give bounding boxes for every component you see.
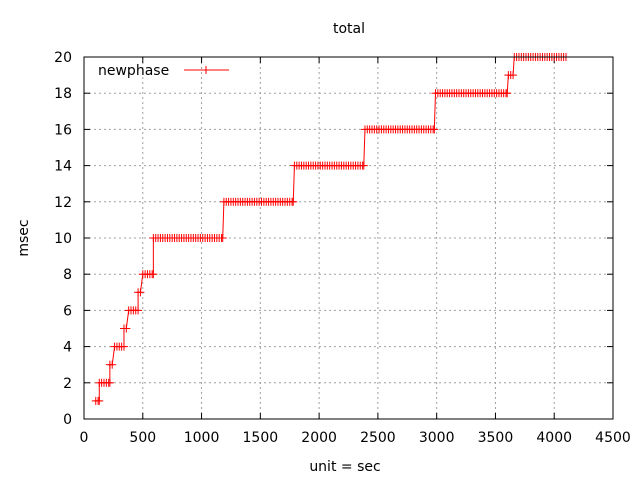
x-tick-label: 500	[129, 430, 156, 446]
x-tick-label: 3000	[419, 430, 455, 446]
y-tick-label: 0	[63, 412, 72, 428]
y-tick-label: 6	[63, 303, 72, 319]
chart-title: total	[333, 21, 365, 37]
data-point	[359, 161, 368, 170]
data-point	[149, 270, 158, 279]
data-point	[289, 197, 298, 206]
y-tick-label: 20	[54, 50, 72, 66]
y-tick-label: 2	[63, 376, 72, 392]
y-axis-label: msec	[16, 219, 32, 256]
data-point	[105, 378, 114, 387]
x-tick-label: 4500	[595, 430, 631, 446]
data-point	[95, 396, 104, 405]
legend: newphase	[98, 63, 229, 79]
x-tick-label: 0	[80, 430, 89, 446]
plot-frame	[83, 56, 614, 420]
x-tick-label: 1500	[243, 430, 279, 446]
y-tick-label: 12	[54, 195, 72, 211]
data-point	[134, 306, 143, 315]
y-tick-label: 4	[63, 340, 72, 356]
grid-layer	[84, 57, 613, 419]
y-tick-label: 10	[54, 231, 72, 247]
y-tick-label: 18	[54, 86, 72, 102]
data-point	[509, 71, 518, 80]
x-axis-label: unit = sec	[309, 459, 380, 475]
data-point	[108, 360, 117, 369]
data-point	[430, 125, 439, 134]
x-tick-label: 2000	[301, 430, 337, 446]
x-tick-label: 2500	[360, 430, 396, 446]
x-tick-label: 1000	[184, 430, 220, 446]
series-layer	[91, 53, 570, 405]
axis-layer: 0 500 1000 1500 2000 2500 3000 3500 4000 4500 0 2 4 6…	[54, 50, 631, 446]
legend-label: newphase	[98, 63, 169, 79]
data-point	[218, 234, 227, 242]
legend-marker	[202, 66, 210, 74]
y-tick-label: 8	[63, 267, 72, 283]
y-tick-label: 14	[54, 159, 72, 175]
y-tick-label: 16	[54, 122, 72, 138]
x-tick-label: 3500	[478, 430, 514, 446]
data-point	[119, 342, 128, 351]
data-point	[136, 288, 145, 297]
data-point	[503, 89, 512, 98]
x-tick-label: 4000	[536, 430, 572, 446]
data-point	[122, 324, 131, 333]
